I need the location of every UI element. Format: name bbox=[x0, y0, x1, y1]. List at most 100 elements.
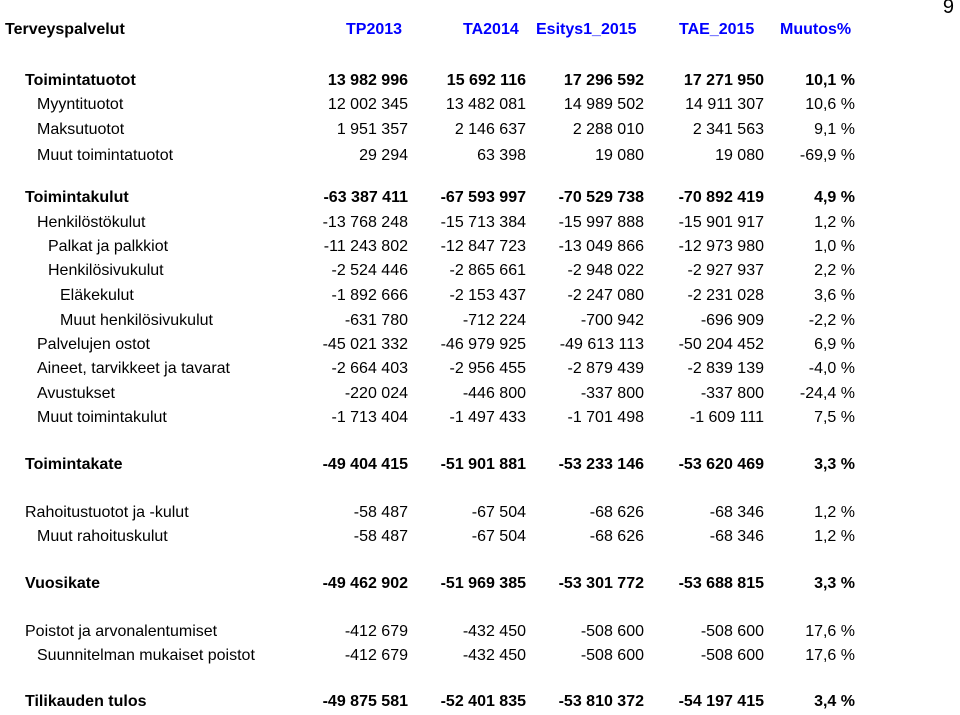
value-muutos: -24,4 % bbox=[799, 385, 855, 402]
table-row: Poistot ja arvonalentumiset -412 679 -432 … bbox=[0, 623, 960, 645]
value-tp2013: -2 664 403 bbox=[331, 360, 408, 377]
value-esitys1-2015: 17 296 592 bbox=[563, 72, 644, 89]
value-ta2014: 15 692 116 bbox=[446, 72, 526, 89]
value-esitys1-2015: -68 626 bbox=[589, 528, 644, 545]
value-tae-2015: -1 609 111 bbox=[689, 409, 764, 426]
value-tae-2015: -508 600 bbox=[700, 623, 764, 640]
value-ta2014: -432 450 bbox=[462, 647, 526, 664]
value-esitys1-2015: -13 049 866 bbox=[558, 238, 644, 255]
value-esitys1-2015: 19 080 bbox=[595, 147, 644, 164]
value-tp2013: 29 294 bbox=[359, 147, 408, 164]
value-tp2013: -58 487 bbox=[353, 504, 408, 521]
value-ta2014: -67 504 bbox=[471, 504, 526, 521]
row-label: Suunnitelman mukaiset poistot bbox=[37, 647, 255, 664]
value-esitys1-2015: 14 989 502 bbox=[563, 96, 644, 113]
value-ta2014: -1 497 433 bbox=[449, 409, 526, 426]
section-title: Terveyspalvelut bbox=[5, 21, 125, 38]
value-esitys1-2015: -15 997 888 bbox=[558, 214, 644, 231]
table-row: Aineet, tarvikkeet ja tavarat -2 664 403 -… bbox=[0, 360, 960, 382]
row-label: Vuosikate bbox=[25, 575, 100, 592]
value-tp2013: -631 780 bbox=[344, 312, 408, 329]
value-tp2013: -45 021 332 bbox=[322, 336, 408, 353]
value-esitys1-2015: -1 701 498 bbox=[567, 409, 644, 426]
value-tae-2015: 19 080 bbox=[715, 147, 764, 164]
value-ta2014: -52 401 835 bbox=[440, 693, 526, 710]
table-row: Myyntituotot 12 002 345 13 482 081 14 989 5… bbox=[0, 96, 960, 118]
value-ta2014: -67 593 997 bbox=[440, 189, 526, 206]
row-label: Toimintakate bbox=[25, 456, 123, 473]
table-row: Eläkekulut -1 892 666 -2 153 437 -2 247 080… bbox=[0, 287, 960, 309]
value-esitys1-2015: -508 600 bbox=[580, 623, 644, 640]
value-tae-2015: 17 271 950 bbox=[683, 72, 764, 89]
table-row: Toimintatuotot 13 982 996 15 692 116 17 296… bbox=[0, 72, 960, 94]
value-muutos: -2,2 % bbox=[808, 312, 855, 329]
table-row: Henkilöstökulut -13 768 248 -15 713 384 -15… bbox=[0, 214, 960, 236]
value-esitys1-2015: -53 233 146 bbox=[558, 456, 644, 473]
value-tae-2015: -337 800 bbox=[700, 385, 764, 402]
value-tp2013: -58 487 bbox=[353, 528, 408, 545]
value-tae-2015: -53 688 815 bbox=[678, 575, 764, 592]
row-label: Toimintatuotot bbox=[25, 72, 136, 89]
value-tae-2015: -68 346 bbox=[709, 504, 764, 521]
value-muutos: 17,6 % bbox=[805, 647, 855, 664]
value-muutos: 1,2 % bbox=[814, 528, 855, 545]
table-header: Terveyspalvelut TP2013 TA2014 Esitys1_20… bbox=[0, 21, 960, 45]
value-tp2013: -1 713 404 bbox=[331, 409, 408, 426]
value-tae-2015: -508 600 bbox=[700, 647, 764, 664]
row-label: Rahoitustuotot ja -kulut bbox=[25, 504, 189, 521]
row-label: Palkat ja palkkiot bbox=[48, 238, 169, 255]
value-muutos: 3,3 % bbox=[814, 456, 855, 473]
value-muutos: 7,5 % bbox=[814, 409, 855, 426]
value-tae-2015: -68 346 bbox=[709, 528, 764, 545]
value-tae-2015: -50 204 452 bbox=[678, 336, 764, 353]
row-label: Toimintakulut bbox=[25, 189, 129, 206]
value-tp2013: -49 404 415 bbox=[322, 456, 408, 473]
row-label: Aineet, tarvikkeet ja tavarat bbox=[37, 360, 230, 377]
value-ta2014: -51 969 385 bbox=[440, 575, 526, 592]
value-muutos: 10,6 % bbox=[805, 96, 855, 113]
table-row: Maksutuotot 1 951 357 2 146 637 2 288 010 2 … bbox=[0, 121, 960, 143]
value-tae-2015: 14 911 307 bbox=[685, 96, 764, 113]
row-label: Muut rahoituskulut bbox=[37, 528, 168, 545]
row-label: Muut toimintatuotot bbox=[37, 147, 174, 164]
table-row: Palvelujen ostot -45 021 332 -46 979 925 -4… bbox=[0, 336, 960, 358]
value-ta2014: -2 153 437 bbox=[449, 287, 526, 304]
value-ta2014: -446 800 bbox=[462, 385, 526, 402]
value-tp2013: -1 892 666 bbox=[331, 287, 408, 304]
value-ta2014: -12 847 723 bbox=[440, 238, 526, 255]
value-tae-2015: -2 839 139 bbox=[687, 360, 764, 377]
value-muutos: 6,9 % bbox=[814, 336, 855, 353]
value-tae-2015: -53 620 469 bbox=[678, 456, 764, 473]
row-label: Henkilösivukulut bbox=[48, 262, 164, 279]
value-tp2013: 13 982 996 bbox=[327, 72, 408, 89]
value-tp2013: 1 951 357 bbox=[336, 121, 408, 138]
col-header-muutos: Muutos% bbox=[780, 21, 852, 38]
value-tae-2015: -2 927 937 bbox=[687, 262, 764, 279]
table-row: Muut rahoituskulut -58 487 -67 504 -68 626 -… bbox=[0, 528, 960, 550]
value-ta2014: -67 504 bbox=[471, 528, 526, 545]
table-row: Muut henkilösivukulut -631 780 -712 224 -70… bbox=[0, 312, 960, 334]
row-label: Myyntituotot bbox=[37, 96, 124, 113]
value-esitys1-2015: -508 600 bbox=[580, 647, 644, 664]
row-label: Poistot ja arvonalentumiset bbox=[25, 623, 218, 640]
table-row: Palkat ja palkkiot -11 243 802 -12 847 723… bbox=[0, 238, 960, 260]
row-label: Maksutuotot bbox=[37, 121, 125, 138]
value-tp2013: -412 679 bbox=[344, 647, 408, 664]
value-tp2013: -2 524 446 bbox=[331, 262, 408, 279]
value-muutos: 1,2 % bbox=[814, 214, 855, 231]
value-esitys1-2015: -49 613 113 bbox=[559, 336, 644, 353]
value-muutos: 1,0 % bbox=[814, 238, 855, 255]
table-row: Muut toimintatuotot 29 294 63 398 19 080 19 … bbox=[0, 147, 960, 169]
value-ta2014: -2 865 661 bbox=[449, 262, 526, 279]
value-muutos: 17,6 % bbox=[805, 623, 855, 640]
value-esitys1-2015: -53 810 372 bbox=[558, 693, 644, 710]
value-tp2013: -11 243 802 bbox=[323, 238, 408, 255]
value-esitys1-2015: -2 247 080 bbox=[567, 287, 644, 304]
value-tp2013: -220 024 bbox=[344, 385, 408, 402]
row-label: Muut henkilösivukulut bbox=[60, 312, 213, 329]
value-tae-2015: -12 973 980 bbox=[678, 238, 764, 255]
table-row: Tilikauden tulos -49 875 581 -52 401 835 -5… bbox=[0, 693, 960, 715]
value-ta2014: -46 979 925 bbox=[440, 336, 526, 353]
value-tae-2015: 2 341 563 bbox=[692, 121, 764, 138]
